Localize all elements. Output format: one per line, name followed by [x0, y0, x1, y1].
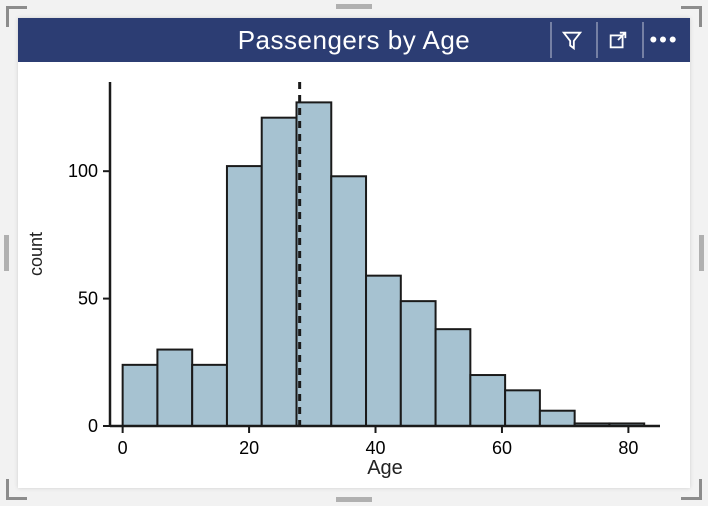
x-axis-label: Age [367, 457, 403, 479]
selection-handle-top[interactable] [336, 4, 372, 9]
visual-actions: ••• [550, 22, 684, 58]
histogram-bar [192, 365, 227, 426]
popout-icon [607, 29, 629, 51]
y-tick-label: 0 [88, 416, 98, 436]
histogram-bar [470, 375, 505, 426]
histogram-bar [436, 329, 471, 426]
selection-handle-right[interactable] [699, 235, 704, 271]
selection-handle-left[interactable] [4, 235, 9, 271]
visual-tile: Passengers by Age ••• 0 20 40 60 80 0 50 100 Age… [18, 18, 690, 488]
focus-mode-button[interactable] [596, 22, 638, 58]
histogram-bar [227, 166, 262, 426]
histogram-svg: 0 20 40 60 80 0 50 100 Age count [18, 62, 690, 488]
selection-handle-bottom[interactable] [336, 497, 372, 502]
histogram-bar [262, 118, 297, 426]
x-tick-label: 60 [492, 438, 512, 458]
histogram-bar [296, 102, 331, 426]
histogram-bar [157, 350, 192, 426]
x-tick-label: 40 [366, 438, 386, 458]
histogram-bar [401, 301, 436, 426]
more-options-button[interactable]: ••• [642, 22, 684, 58]
x-tick-label: 0 [118, 438, 128, 458]
visual-titlebar: Passengers by Age ••• [18, 18, 690, 62]
x-tick-label: 20 [239, 438, 259, 458]
histogram-bar [540, 411, 575, 426]
chart-area: 0 20 40 60 80 0 50 100 Age count [18, 62, 690, 488]
x-tick-label: 80 [618, 438, 638, 458]
funnel-icon [561, 29, 583, 51]
y-tick-label: 100 [68, 161, 98, 181]
histogram-bar [123, 365, 158, 426]
histogram-bar [366, 276, 401, 426]
histogram-bar [505, 390, 540, 426]
y-tick-label: 50 [78, 289, 98, 309]
ellipsis-icon: ••• [649, 29, 678, 51]
histogram-bar [331, 176, 366, 426]
filter-button[interactable] [550, 22, 592, 58]
y-axis-label: count [26, 232, 46, 276]
